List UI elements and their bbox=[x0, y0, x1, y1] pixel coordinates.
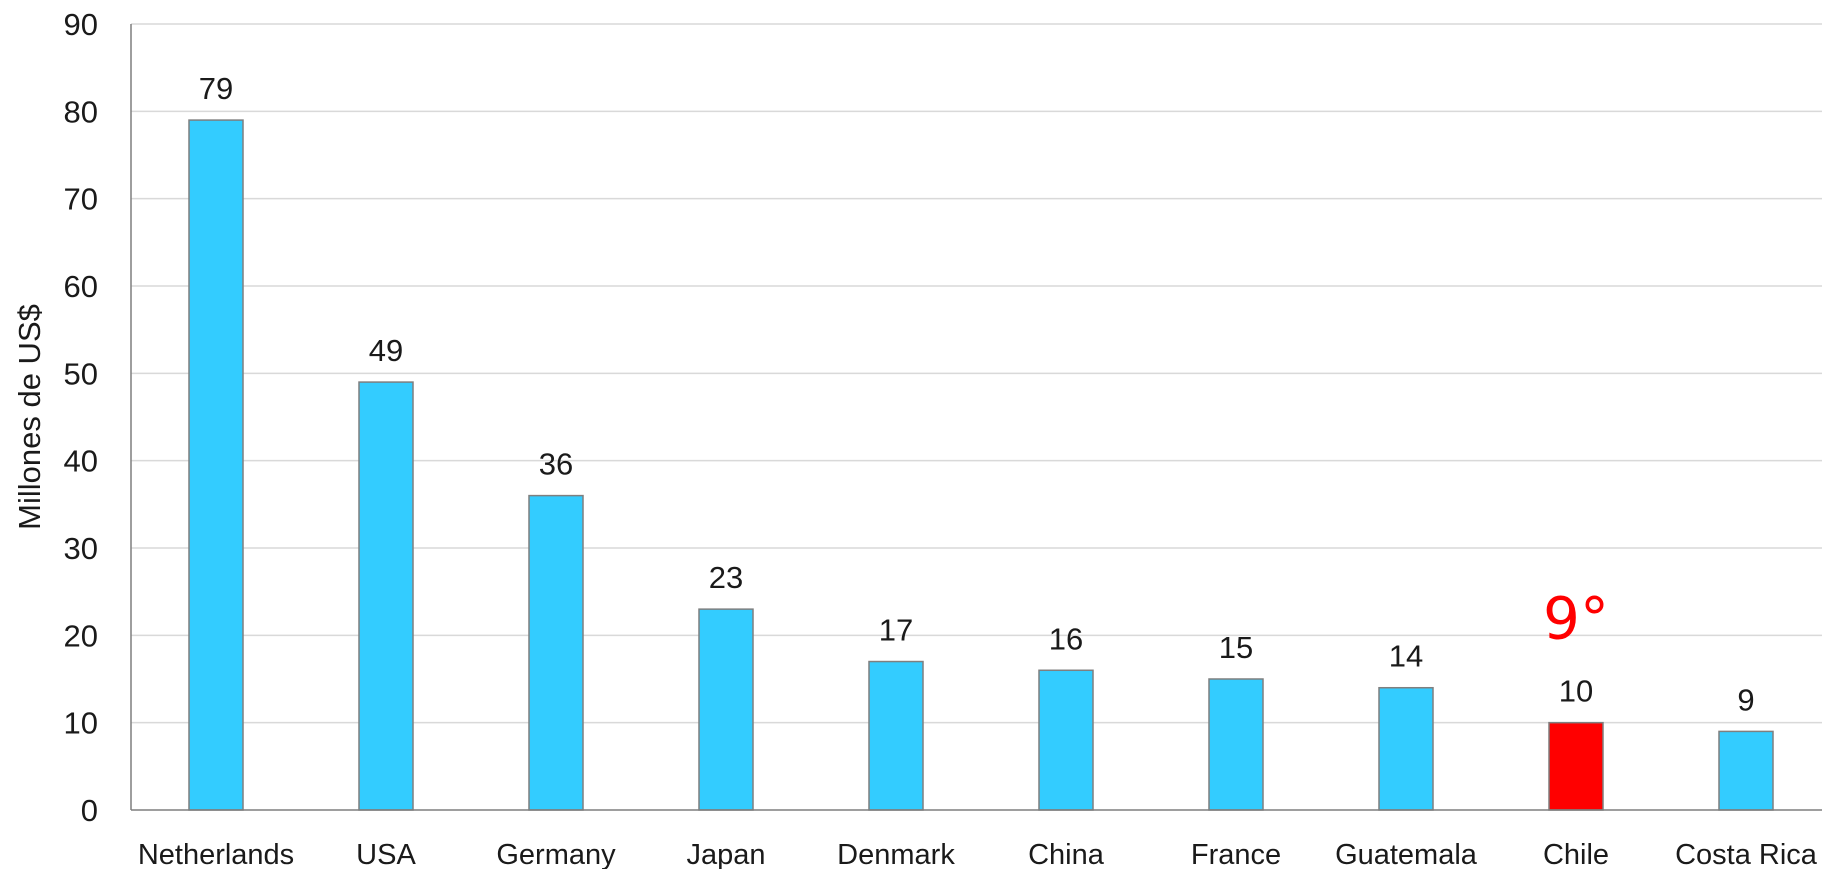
category-label-denmark: Denmark bbox=[837, 839, 955, 869]
data-labels: 79 49 36 23 17 16 15 14 10 9 bbox=[199, 71, 1755, 717]
data-label-usa: 49 bbox=[369, 333, 403, 368]
y-axis-title: Millones de US$ bbox=[12, 304, 47, 530]
category-label-chile: Chile bbox=[1543, 839, 1609, 869]
y-tick-label-10: 10 bbox=[64, 706, 98, 741]
data-label-japan: 23 bbox=[709, 560, 743, 595]
bar-germany bbox=[528, 494, 584, 811]
bar-japan bbox=[698, 608, 754, 811]
y-tick-label-40: 40 bbox=[64, 444, 98, 479]
data-label-denmark: 17 bbox=[879, 613, 913, 648]
data-label-guatemala: 14 bbox=[1389, 639, 1423, 674]
category-label-usa: USA bbox=[356, 839, 416, 869]
bar-guatemala bbox=[1378, 686, 1434, 811]
data-label-chile: 10 bbox=[1559, 674, 1593, 709]
category-label-netherlands: Netherlands bbox=[138, 839, 294, 869]
bars bbox=[188, 119, 1774, 811]
category-label-germany: Germany bbox=[496, 839, 616, 869]
y-tick-label-20: 20 bbox=[64, 618, 98, 653]
data-label-netherlands: 79 bbox=[199, 71, 233, 106]
category-label-japan: Japan bbox=[686, 839, 765, 869]
y-axis-ticks: 0 10 20 30 40 50 60 70 80 90 bbox=[64, 7, 98, 828]
data-label-costa-rica: 9 bbox=[1737, 682, 1754, 717]
category-label-costa-rica: Costa Rica bbox=[1675, 839, 1818, 869]
bar-costa-rica bbox=[1718, 730, 1774, 811]
y-tick-label-70: 70 bbox=[64, 182, 98, 217]
y-tick-label-90: 90 bbox=[64, 7, 98, 42]
bar-france bbox=[1208, 678, 1264, 811]
y-tick-label-0: 0 bbox=[81, 793, 98, 828]
y-tick-label-50: 50 bbox=[64, 356, 98, 391]
rank-annotation: 9° bbox=[1543, 585, 1609, 653]
category-label-france: France bbox=[1191, 839, 1281, 869]
bar-usa bbox=[358, 381, 414, 811]
category-label-guatemala: Guatemala bbox=[1335, 839, 1478, 869]
data-label-france: 15 bbox=[1219, 630, 1253, 665]
data-label-china: 16 bbox=[1049, 621, 1083, 656]
bar-china bbox=[1038, 669, 1094, 811]
bar-netherlands bbox=[188, 119, 244, 811]
category-label-china: China bbox=[1028, 839, 1105, 869]
bar-chile bbox=[1548, 721, 1604, 811]
category-labels: Netherlands USA Germany Japan Denmark China Fr… bbox=[138, 839, 1818, 869]
y-tick-label-80: 80 bbox=[64, 94, 98, 129]
data-label-germany: 36 bbox=[539, 447, 573, 482]
y-tick-label-60: 60 bbox=[64, 269, 98, 304]
y-tick-label-30: 30 bbox=[64, 531, 98, 566]
bar-denmark bbox=[868, 660, 924, 811]
